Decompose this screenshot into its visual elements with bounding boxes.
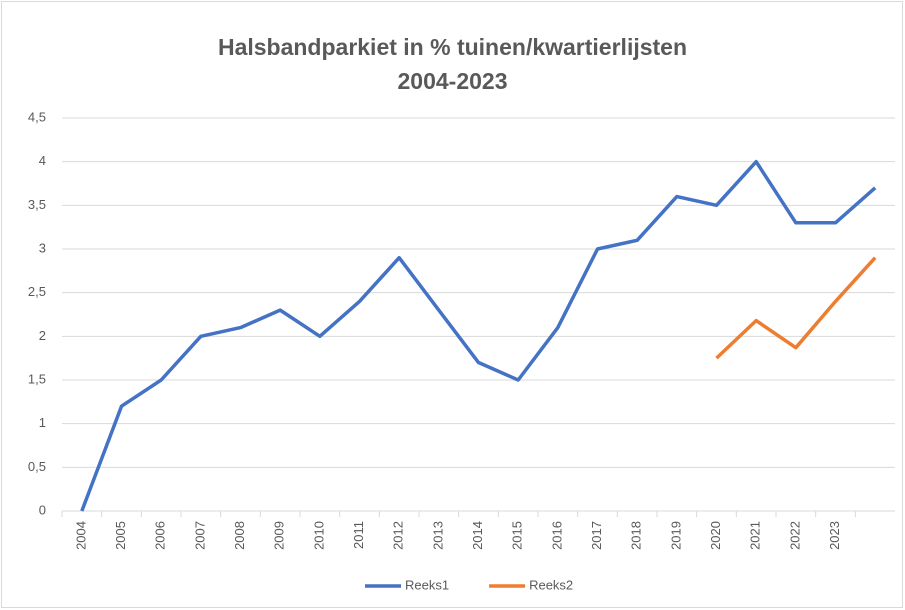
x-tick-label: 2006	[153, 521, 168, 550]
x-tick-label: 2015	[510, 521, 525, 550]
y-tick-label: 4,5	[28, 109, 46, 124]
x-tick-label: 2023	[827, 521, 842, 550]
x-tick-label: 2009	[272, 521, 287, 550]
line-series	[80, 159, 877, 512]
y-tick-label: 2,5	[28, 284, 46, 299]
y-tick-label: 1,5	[28, 371, 46, 386]
y-tick-label: 3,5	[28, 197, 46, 212]
x-tick-label: 2019	[668, 521, 683, 550]
y-tick-label: 2	[39, 328, 46, 343]
line-series	[715, 256, 877, 360]
x-tick-label: 2014	[470, 521, 485, 550]
x-tick-label: 2008	[232, 521, 247, 550]
y-tick-label: 0	[39, 502, 46, 517]
x-tick-label: 2010	[311, 521, 326, 550]
y-tick-label: 4	[39, 153, 46, 168]
legend-label: Reeks2	[529, 577, 573, 592]
y-tick-label: 3	[39, 240, 46, 255]
x-tick-label: 2017	[589, 521, 604, 550]
x-tick-label: 2012	[391, 521, 406, 550]
x-tick-label: 2005	[113, 521, 128, 550]
legend-label: Reeks1	[405, 577, 449, 592]
chart-title: Halsbandparkiet in % tuinen/kwartierlijs…	[217, 34, 688, 94]
x-tick-label: 2013	[430, 521, 445, 550]
x-tick-label: 2016	[549, 521, 564, 550]
x-tick-label: 2020	[708, 521, 723, 550]
x-tick-label: 2021	[748, 521, 763, 550]
x-tick-label: 2007	[192, 521, 207, 550]
x-tick-label: 2004	[73, 521, 88, 550]
x-tick-label: 2011	[351, 521, 366, 549]
x-tick-label: 2018	[629, 521, 644, 550]
x-tick-label: 2022	[787, 521, 802, 550]
y-tick-label: 1	[39, 415, 46, 430]
y-tick-label: 0,5	[28, 459, 46, 474]
